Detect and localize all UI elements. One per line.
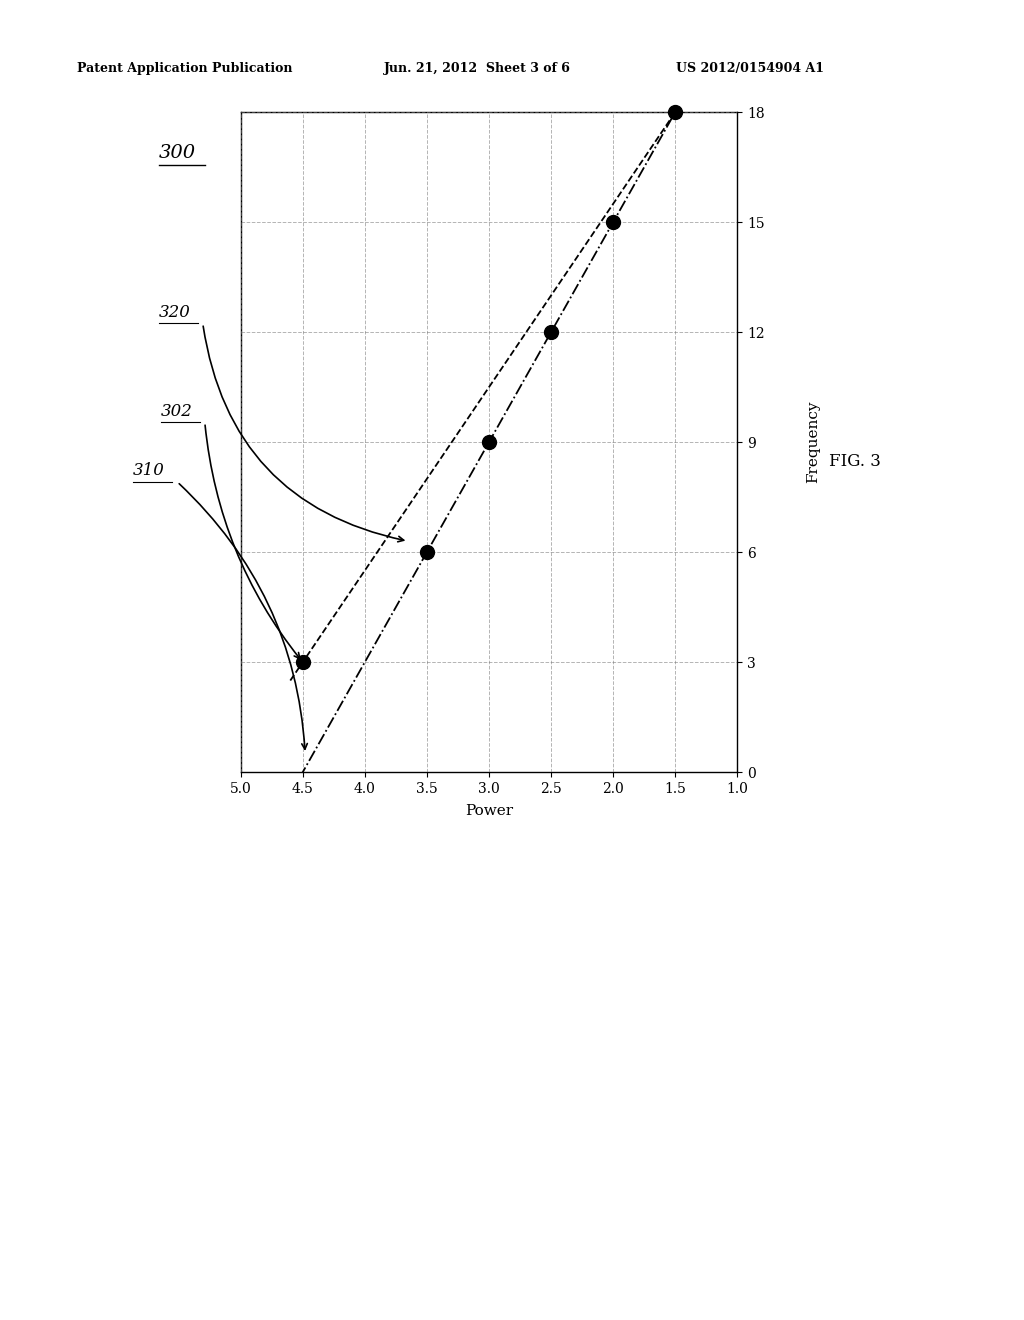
Text: 310: 310 [133,462,165,479]
Point [667,102,683,123]
Point [480,432,497,453]
Text: Jun. 21, 2012  Sheet 3 of 6: Jun. 21, 2012 Sheet 3 of 6 [384,62,570,75]
X-axis label: Power: Power [465,804,513,818]
Point [605,211,622,232]
Point [419,541,435,562]
Text: 302: 302 [161,403,193,420]
Text: FIG. 3: FIG. 3 [829,454,882,470]
Point [543,322,559,343]
Point [295,652,311,673]
Text: 320: 320 [159,304,190,321]
Text: Patent Application Publication: Patent Application Publication [77,62,292,75]
Text: 300: 300 [159,144,196,162]
Y-axis label: Frequency: Frequency [806,401,820,483]
Text: US 2012/0154904 A1: US 2012/0154904 A1 [676,62,824,75]
